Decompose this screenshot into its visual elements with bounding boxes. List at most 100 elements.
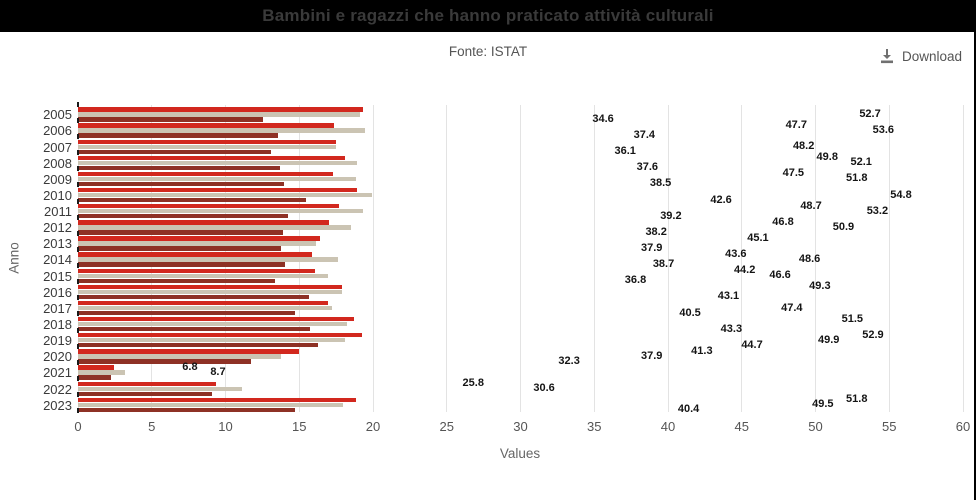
bar-value-label: 47.4: [781, 301, 803, 314]
bar-value-label: 37.4: [633, 129, 656, 142]
gridline: [520, 105, 521, 412]
bar-value-label: 40.5: [679, 306, 701, 319]
x-tick-label: 40: [660, 419, 676, 434]
x-tick-label: 50: [808, 419, 823, 434]
y-axis-tick: [77, 182, 79, 188]
bar: [78, 171, 333, 177]
y-axis-tick: [77, 392, 79, 398]
bar-value-label: 41.3: [691, 344, 713, 357]
year-label: 2023: [43, 397, 72, 413]
bar-value-label: 47.7: [785, 119, 807, 132]
bar: [78, 294, 310, 300]
bar-value-label: 34.6: [592, 112, 614, 125]
x-tick-label: 30: [513, 419, 528, 434]
year-label: 2010: [43, 187, 72, 203]
bar: [78, 230, 283, 235]
y-axis-tick: [77, 214, 79, 220]
bar: [78, 117, 264, 122]
bar: [78, 310, 296, 316]
bar: [78, 375, 112, 380]
bar-value-label: 51.8: [846, 393, 868, 406]
bar-value-label: 46.6: [769, 269, 791, 282]
bar-value-label: 49.3: [809, 280, 831, 293]
bar: [78, 338, 346, 343]
x-tick-label: 5: [148, 419, 156, 434]
bar: [78, 284, 343, 290]
bar: [78, 236, 320, 241]
y-axis-label: Anno: [6, 242, 22, 274]
year-label: 2015: [43, 268, 72, 284]
year-label: 2018: [43, 316, 72, 332]
bar: [78, 343, 318, 348]
bar-value-label: 43.1: [717, 290, 740, 303]
bar: [78, 257, 339, 262]
bar: [78, 149, 272, 154]
chart-source: Fonte: ISTAT: [448, 44, 528, 59]
bar: [78, 381, 217, 386]
bar-value-label: 51.8: [846, 172, 868, 185]
bar: [78, 155, 345, 160]
bar: [78, 300, 328, 306]
y-axis-tick: [77, 230, 79, 236]
year-label: 2022: [43, 381, 72, 397]
bar: [78, 225, 351, 230]
year-label: 2006: [43, 123, 72, 139]
bar: [78, 192, 372, 198]
year-label: 2014: [43, 252, 72, 268]
bar-value-label: 44.7: [741, 338, 763, 351]
bar: [78, 139, 336, 144]
bar: [78, 123, 334, 128]
x-tick-label: 35: [587, 419, 602, 434]
year-label: 2013: [43, 236, 72, 252]
bar-value-label: 48.2: [792, 140, 815, 153]
x-tick-label: 45: [734, 419, 749, 434]
y-axis-tick: [77, 134, 79, 140]
x-axis-label: Values: [499, 446, 541, 461]
bar: [78, 402, 344, 407]
bar: [78, 220, 329, 225]
bar: [78, 386, 243, 391]
bar: [78, 133, 279, 138]
bar: [78, 397, 356, 402]
bar-value-label: 37.6: [636, 161, 659, 174]
bar-value-label: 38.2: [645, 225, 667, 238]
y-axis-tick: [77, 295, 79, 301]
right-border: [974, 0, 976, 500]
bar: [78, 197, 307, 203]
bar-value-label: 37.9: [641, 241, 663, 254]
bar-value-label: 49.5: [812, 398, 834, 411]
bar-value-label: 36.1: [614, 145, 636, 158]
y-axis-tick: [77, 327, 79, 333]
bar: [78, 289, 342, 295]
year-label: 2016: [43, 284, 72, 300]
bar-value-label: 50.9: [832, 220, 855, 233]
bar: [78, 354, 282, 359]
y-axis-tick: [77, 263, 79, 269]
x-tick-label: 15: [292, 419, 307, 434]
bar: [78, 278, 276, 283]
y-axis-tick: [77, 376, 79, 381]
bar-value-label: 47.5: [782, 167, 805, 180]
download-button[interactable]: Download: [877, 44, 964, 68]
title-bar: Bambini e ragazzi che hanno praticato at…: [0, 0, 976, 32]
bar-value-label: 43.6: [725, 248, 747, 261]
y-axis-tick: [77, 279, 79, 285]
bar-value-label: 48.7: [800, 199, 822, 212]
year-label: 2007: [43, 139, 72, 155]
year-label: 2020: [43, 349, 72, 365]
year-label: 2009: [43, 171, 72, 187]
bar: [78, 365, 115, 370]
bar-value-label: 51.5: [841, 312, 864, 325]
bar-value-label: 52.9: [862, 328, 884, 341]
bar-value-label: 40.4: [677, 403, 700, 416]
bar-value-label: 43.3: [720, 322, 743, 335]
x-tick-label: 60: [955, 419, 971, 434]
gridline: [372, 105, 374, 412]
bar: [78, 321, 347, 327]
bar: [78, 187, 357, 193]
bar-value-label: 30.6: [533, 382, 555, 395]
year-label: 2008: [43, 155, 72, 171]
bar-value-label: 49.9: [818, 333, 840, 346]
x-tick-label: 20: [365, 419, 381, 434]
bar-chart: Anno Values 0 5 10 15 20 25 30 35 40 45 50 55 60 2005…: [0, 70, 976, 470]
